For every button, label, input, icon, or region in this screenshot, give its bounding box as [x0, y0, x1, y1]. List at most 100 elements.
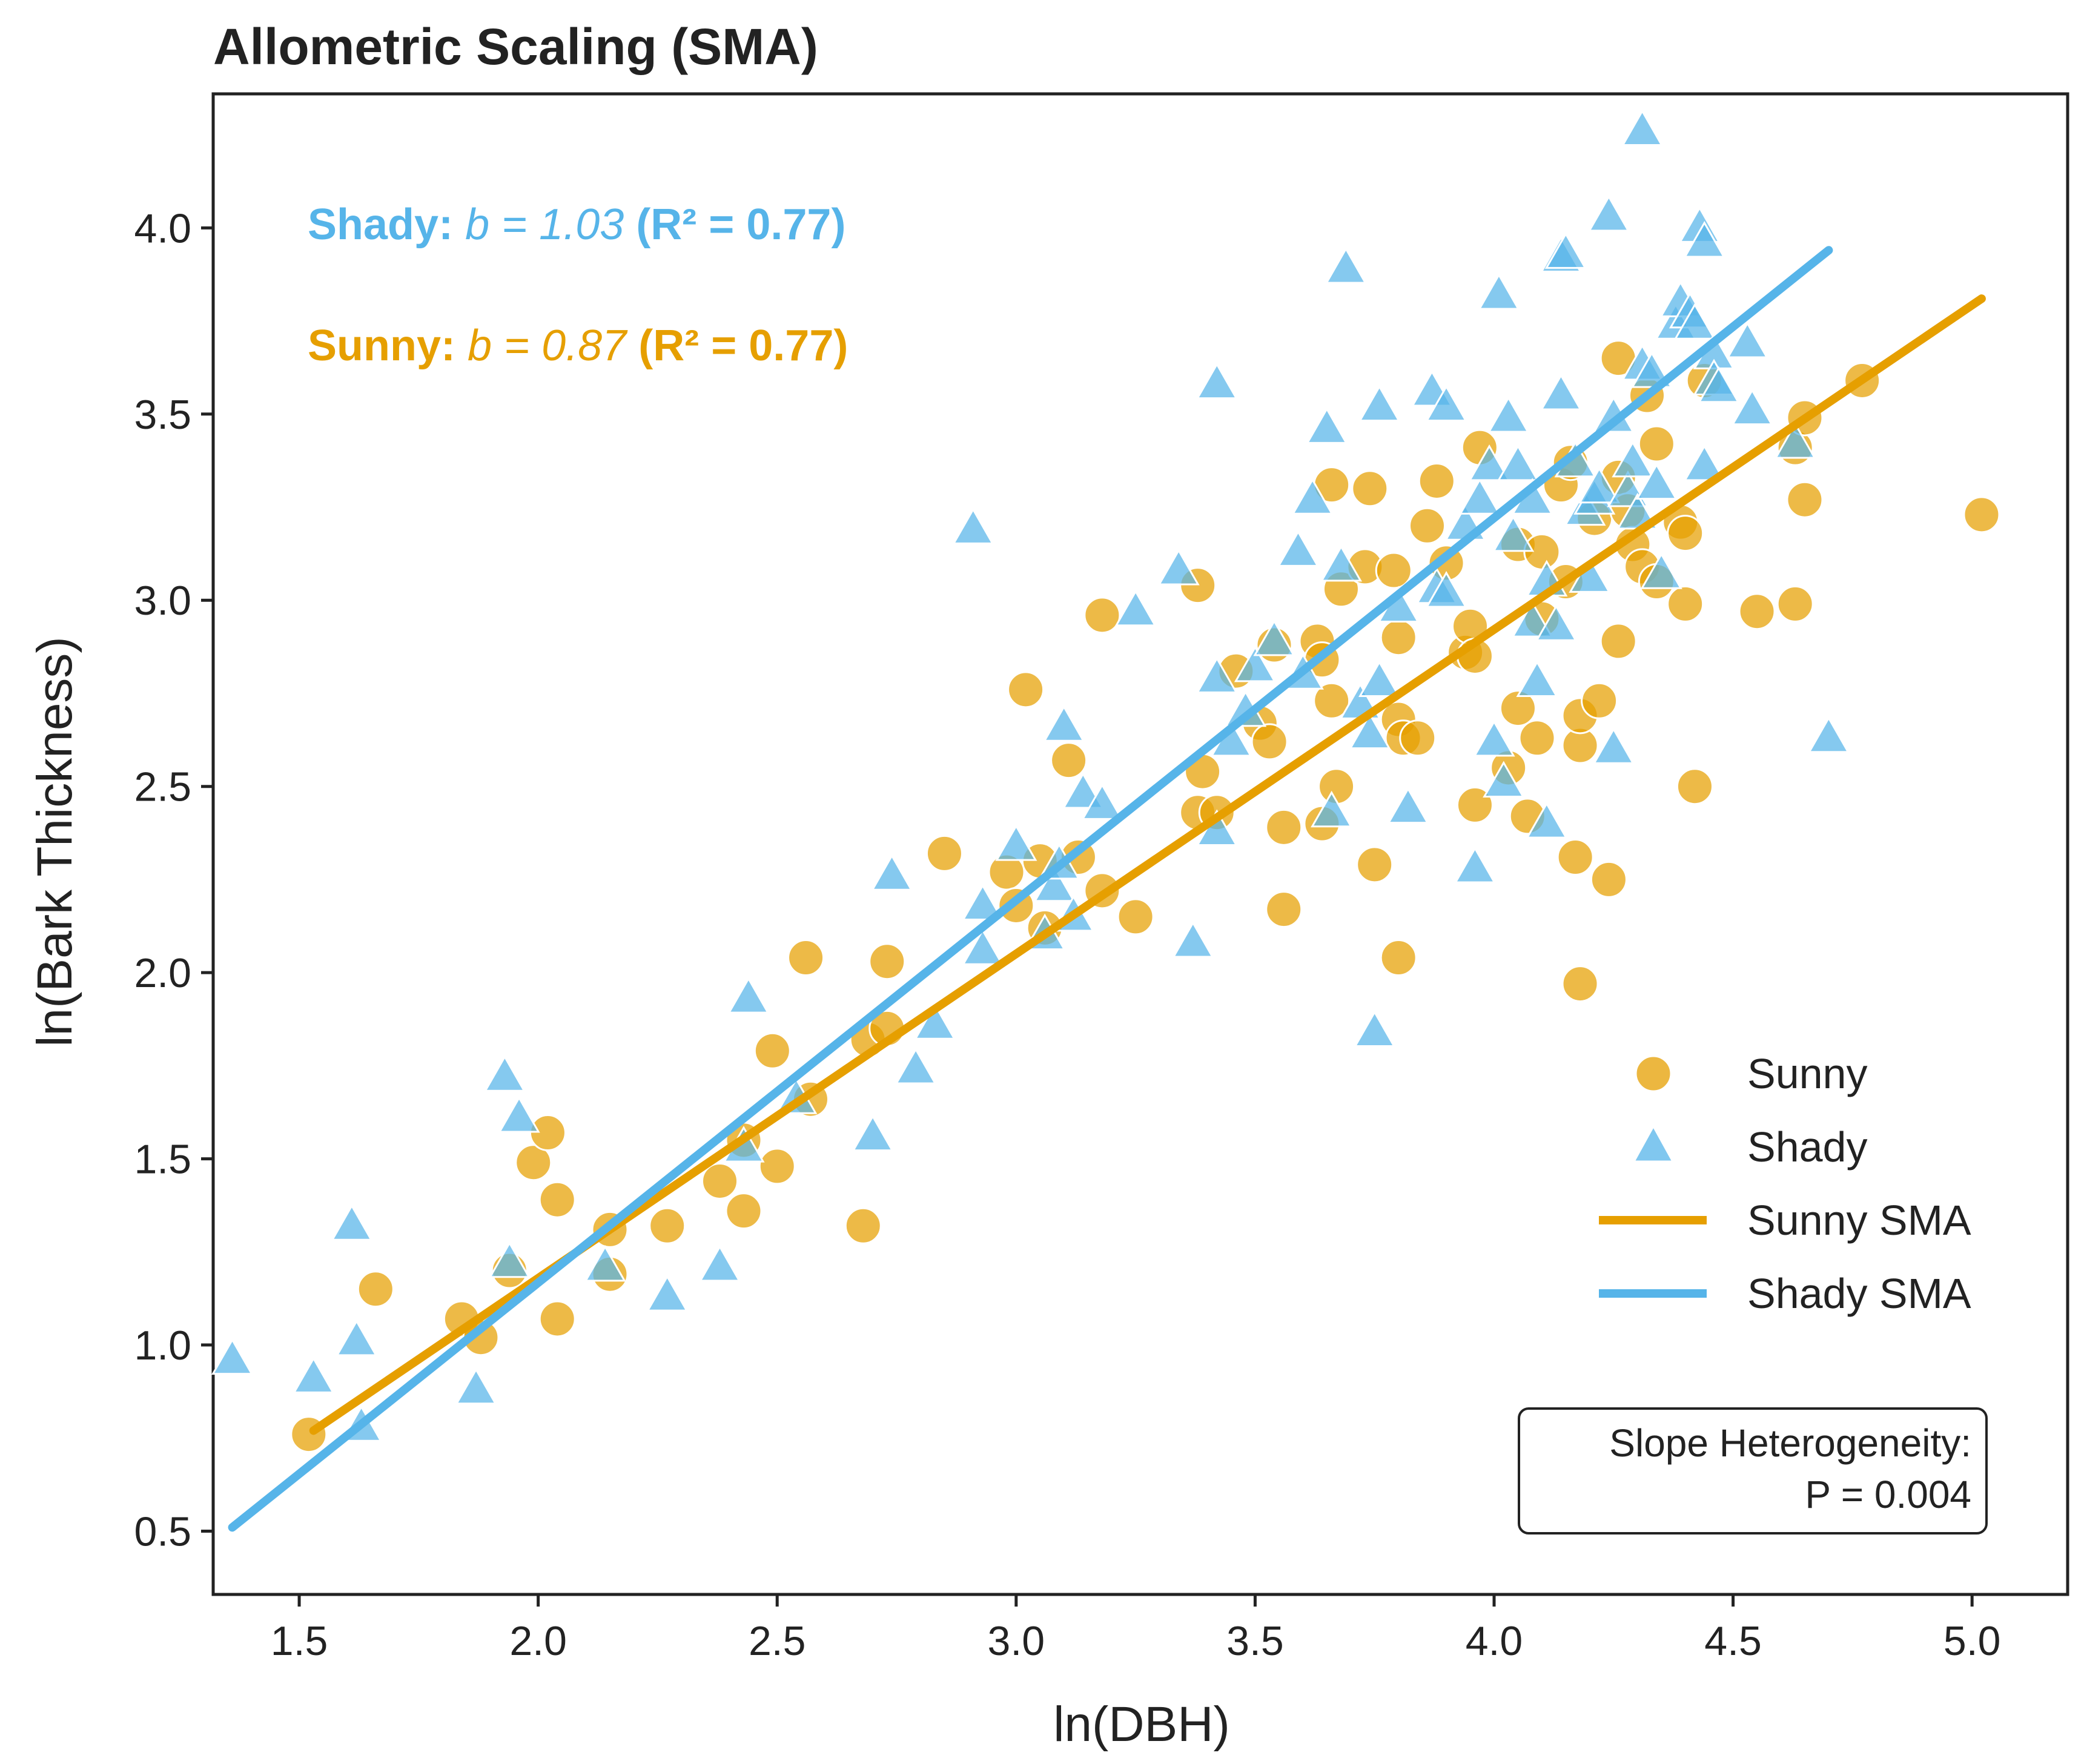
stat-box-frame: [1518, 1407, 1988, 1534]
shady-annotation-r2: (R² = 0.77): [636, 200, 845, 249]
shady-point: [1578, 466, 1621, 504]
shady-point: [1196, 362, 1238, 400]
sunny-point: [1599, 623, 1637, 660]
plot-frame: [211, 92, 2069, 1596]
sunny-annotation-b: b = 0.87: [468, 322, 628, 370]
shady-point: [646, 1275, 689, 1312]
shady-point: [1196, 656, 1238, 693]
slope-heterogeneity-box: Slope Heterogeneity: P = 0.004: [1518, 1407, 1988, 1534]
y-tick-label: 2.5: [134, 764, 191, 810]
shady-point: [1114, 589, 1157, 627]
shady-point: [1478, 273, 1520, 310]
shady-point: [1320, 544, 1363, 582]
shady-point: [1306, 407, 1348, 444]
sunny-point: [1117, 898, 1154, 936]
x-tick-label: 3.5: [1226, 1618, 1284, 1664]
sunny-point: [649, 1207, 686, 1244]
sunny-point: [1590, 861, 1627, 898]
shady-point: [1358, 385, 1401, 422]
sunny-point: [1313, 682, 1351, 719]
sunny-point: [529, 1114, 566, 1152]
shady-point: [1043, 705, 1085, 742]
sunny-annotation-label: Sunny:: [308, 322, 455, 370]
shady-point: [1544, 232, 1587, 269]
shady-point: [1483, 761, 1525, 798]
sunny-point: [844, 1207, 882, 1244]
stat-box-pvalue: P = 0.004: [1805, 1473, 1971, 1516]
sunny-point: [787, 939, 825, 977]
shady-point: [1516, 660, 1558, 698]
sunny-point: [1963, 496, 2000, 533]
shady-point: [1698, 366, 1740, 403]
sunny-point: [1380, 619, 1417, 656]
shady-point: [1587, 194, 1630, 232]
y-tick-label: 1.5: [134, 1137, 191, 1183]
shady-point: [455, 1367, 497, 1405]
sunny-point: [1083, 596, 1121, 634]
shady-point: [1592, 727, 1635, 764]
sunny-point: [1638, 425, 1675, 463]
x-tick-label: 3.0: [988, 1618, 1045, 1664]
sunny-point: [1356, 846, 1394, 884]
shady-point: [293, 1356, 335, 1393]
x-axis-ticks: 1.5 2.0 2.5 3.0 3.5 4.0 4.5 5.0: [271, 1594, 2001, 1664]
sunny-point: [1518, 719, 1556, 757]
shady-point: [871, 854, 913, 891]
shady-point: [483, 1055, 526, 1092]
shady-point: [1683, 444, 1725, 481]
shady-point: [961, 884, 1004, 920]
sunny-point: [1007, 671, 1045, 709]
x-axis-label: ln(DBH): [1053, 1697, 1230, 1752]
shady-point: [1311, 790, 1353, 828]
shady-point: [1081, 783, 1123, 820]
x-tick-label: 1.5: [271, 1618, 328, 1664]
sunny-point: [1581, 682, 1618, 719]
y-axis-label: ln(Bark Thickness): [27, 636, 82, 1046]
shady-point: [584, 1244, 626, 1282]
y-tick-label: 4.0: [134, 205, 191, 251]
sunny-annotation-r2: (R² = 0.77): [638, 322, 848, 370]
stat-box-title: Slope Heterogeneity:: [1609, 1421, 1971, 1465]
shady-point: [1033, 865, 1076, 902]
shady-point: [698, 1244, 741, 1282]
legend-shady-sma-label: Shady SMA: [1747, 1270, 1971, 1317]
shady-slope-annotation: Shady: b = 1.03 (R² = 0.77): [308, 200, 845, 249]
shady-point: [1492, 515, 1535, 552]
shady-annotation-b: b = 1.03: [465, 200, 624, 249]
shady-point: [1234, 645, 1276, 682]
shady-point: [1635, 463, 1678, 500]
shady-point: [1425, 570, 1467, 608]
shady-point: [1454, 846, 1497, 884]
shady-point: [1487, 395, 1530, 433]
sunny-point: [1380, 939, 1417, 977]
shady-point: [498, 1095, 540, 1133]
shady-point: [1458, 478, 1501, 515]
y-axis-ticks: 0.5 1.0 1.5 2.0 2.5 3.0 3.5 4.0: [134, 205, 213, 1554]
y-tick-label: 3.5: [134, 392, 191, 438]
sunny-point: [1375, 552, 1412, 589]
shady-point: [488, 1241, 531, 1278]
sunny-point: [1523, 533, 1561, 570]
shady-point: [1807, 716, 1850, 753]
x-tick-label: 5.0: [1943, 1618, 2001, 1664]
shady-point: [1277, 530, 1320, 567]
sunny-point: [925, 834, 963, 872]
sunny-point: [1409, 507, 1446, 544]
shady-point: [1497, 444, 1540, 481]
sunny-point: [538, 1181, 576, 1218]
shady-points: [211, 109, 1850, 1442]
shady-point: [1354, 1010, 1396, 1048]
shady-point: [1540, 374, 1583, 411]
shady-annotation-label: Shady:: [308, 200, 453, 249]
shady-point: [1731, 388, 1773, 426]
shady-point: [852, 1114, 894, 1152]
sunny-point: [1786, 481, 1824, 518]
y-tick-label: 0.5: [134, 1508, 191, 1554]
sunny-point: [868, 943, 906, 980]
sunny-slope-annotation: Sunny: b = 0.87 (R² = 0.77): [308, 322, 848, 370]
shady-point: [1612, 440, 1654, 478]
shady-point: [1726, 321, 1768, 358]
shady-point: [1387, 787, 1429, 824]
legend-shady-marker: [1632, 1124, 1675, 1163]
